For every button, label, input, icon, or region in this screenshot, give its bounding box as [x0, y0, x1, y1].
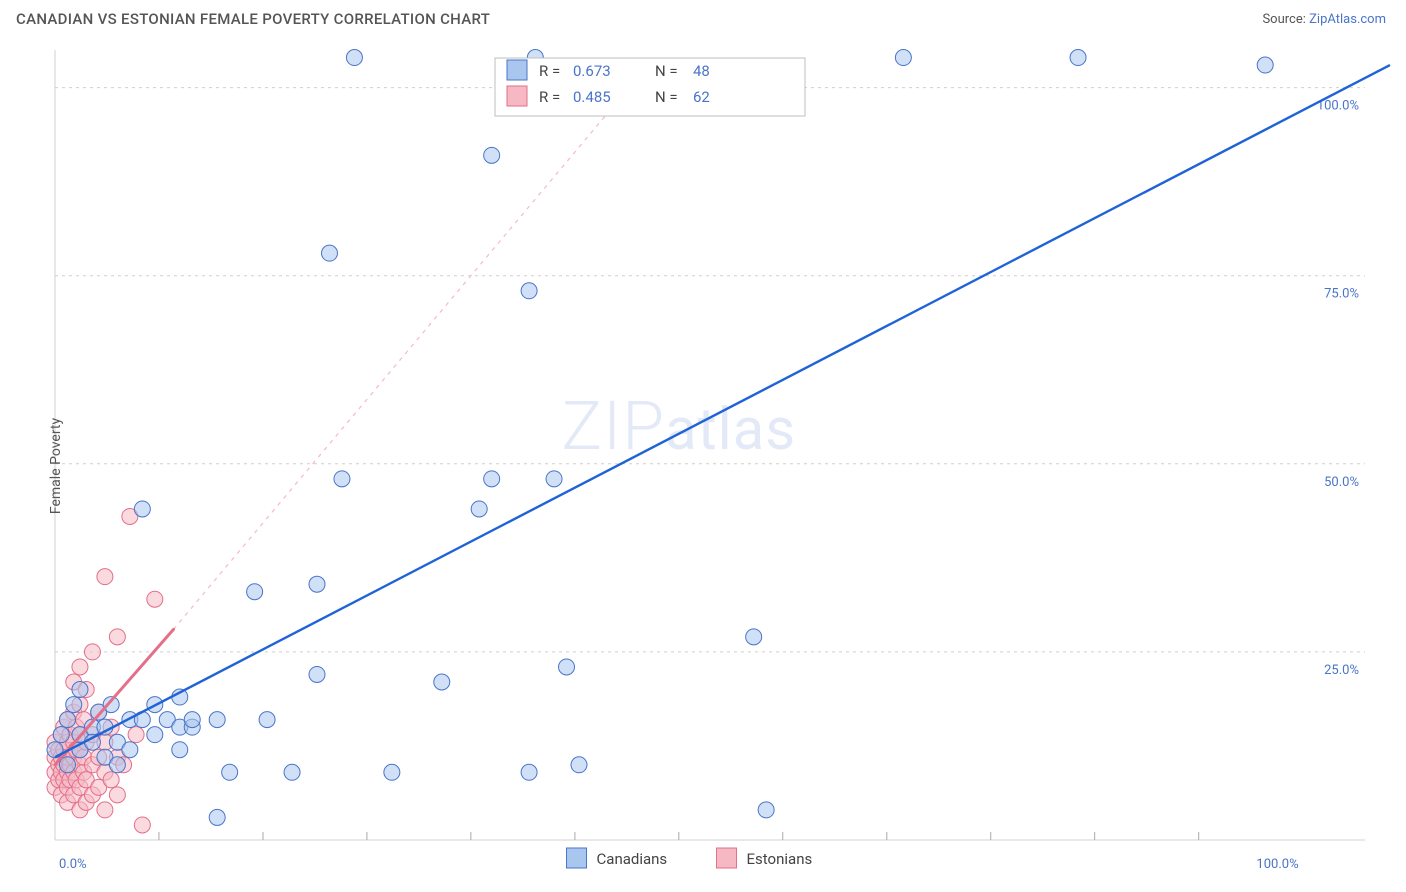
correlation-scatter-chart: 25.0%50.0%75.0%100.0%0.0%100.0%ZIPatlasR… — [0, 40, 1406, 892]
point-canadians — [59, 712, 75, 728]
point-canadians — [346, 50, 362, 66]
legend-series-label: Canadians — [597, 850, 668, 868]
point-canadians — [758, 802, 774, 818]
trendline-estonians-dashed — [174, 103, 617, 630]
point-canadians — [147, 727, 163, 743]
point-canadians — [247, 584, 263, 600]
point-canadians — [209, 712, 225, 728]
legend-r-value: 0.673 — [573, 62, 611, 80]
point-estonians — [97, 802, 113, 818]
legend-swatch — [717, 848, 737, 868]
legend-r-label: R = — [539, 88, 560, 106]
point-canadians — [546, 471, 562, 487]
chart-title: CANADIAN VS ESTONIAN FEMALE POVERTY CORR… — [16, 10, 490, 28]
point-canadians — [895, 50, 911, 66]
point-canadians — [184, 712, 200, 728]
point-canadians — [259, 712, 275, 728]
point-estonians — [128, 727, 144, 743]
legend-n-value: 48 — [693, 62, 710, 80]
point-canadians — [109, 757, 125, 773]
legend-swatch — [507, 86, 527, 106]
source-attribution: Source: ZipAtlas.com — [1262, 12, 1386, 27]
point-canadians — [321, 245, 337, 261]
point-estonians — [109, 787, 125, 803]
point-canadians — [384, 764, 400, 780]
point-canadians — [484, 471, 500, 487]
legend-swatch — [567, 848, 587, 868]
source-link[interactable]: ZipAtlas.com — [1309, 12, 1386, 27]
point-canadians — [72, 682, 88, 698]
point-canadians — [1257, 57, 1273, 73]
y-axis-label: Female Poverty — [48, 418, 64, 514]
point-estonians — [134, 817, 150, 833]
x-tick-label: 100.0% — [1256, 857, 1298, 872]
point-canadians — [309, 576, 325, 592]
legend-n-label: N = — [655, 62, 678, 80]
x-tick-label: 0.0% — [59, 857, 87, 872]
point-canadians — [209, 809, 225, 825]
legend-series-label: Estonians — [747, 850, 813, 868]
point-canadians — [571, 757, 587, 773]
y-tick-label: 75.0% — [1324, 287, 1359, 302]
point-canadians — [1070, 50, 1086, 66]
correlation-legend: R = 0.673 N = 48 R = 0.485 N = 62 — [495, 58, 805, 116]
series-legend: Canadians Estonians — [567, 848, 813, 868]
point-canadians — [134, 501, 150, 517]
point-canadians — [284, 764, 300, 780]
point-canadians — [222, 764, 238, 780]
y-tick-label: 25.0% — [1324, 663, 1359, 678]
point-canadians — [471, 501, 487, 517]
point-canadians — [122, 742, 138, 758]
source-label: Source: — [1262, 12, 1305, 27]
legend-swatch — [507, 60, 527, 80]
point-estonians — [109, 629, 125, 645]
legend-n-label: N = — [655, 88, 678, 106]
point-canadians — [309, 666, 325, 682]
point-canadians — [521, 764, 537, 780]
point-canadians — [521, 283, 537, 299]
point-estonians — [103, 772, 119, 788]
point-estonians — [97, 569, 113, 585]
point-canadians — [53, 727, 69, 743]
point-estonians — [84, 644, 100, 660]
legend-r-label: R = — [539, 62, 560, 80]
point-canadians — [484, 147, 500, 163]
legend-n-value: 62 — [693, 88, 710, 106]
watermark: ZIPatlas — [561, 386, 796, 466]
trendline-canadians — [55, 65, 1390, 757]
point-canadians — [559, 659, 575, 675]
y-tick-label: 50.0% — [1324, 475, 1359, 490]
point-canadians — [66, 697, 82, 713]
point-canadians — [434, 674, 450, 690]
point-canadians — [746, 629, 762, 645]
point-estonians — [72, 659, 88, 675]
point-canadians — [172, 742, 188, 758]
point-estonians — [147, 591, 163, 607]
legend-r-value: 0.485 — [573, 88, 611, 106]
point-canadians — [334, 471, 350, 487]
